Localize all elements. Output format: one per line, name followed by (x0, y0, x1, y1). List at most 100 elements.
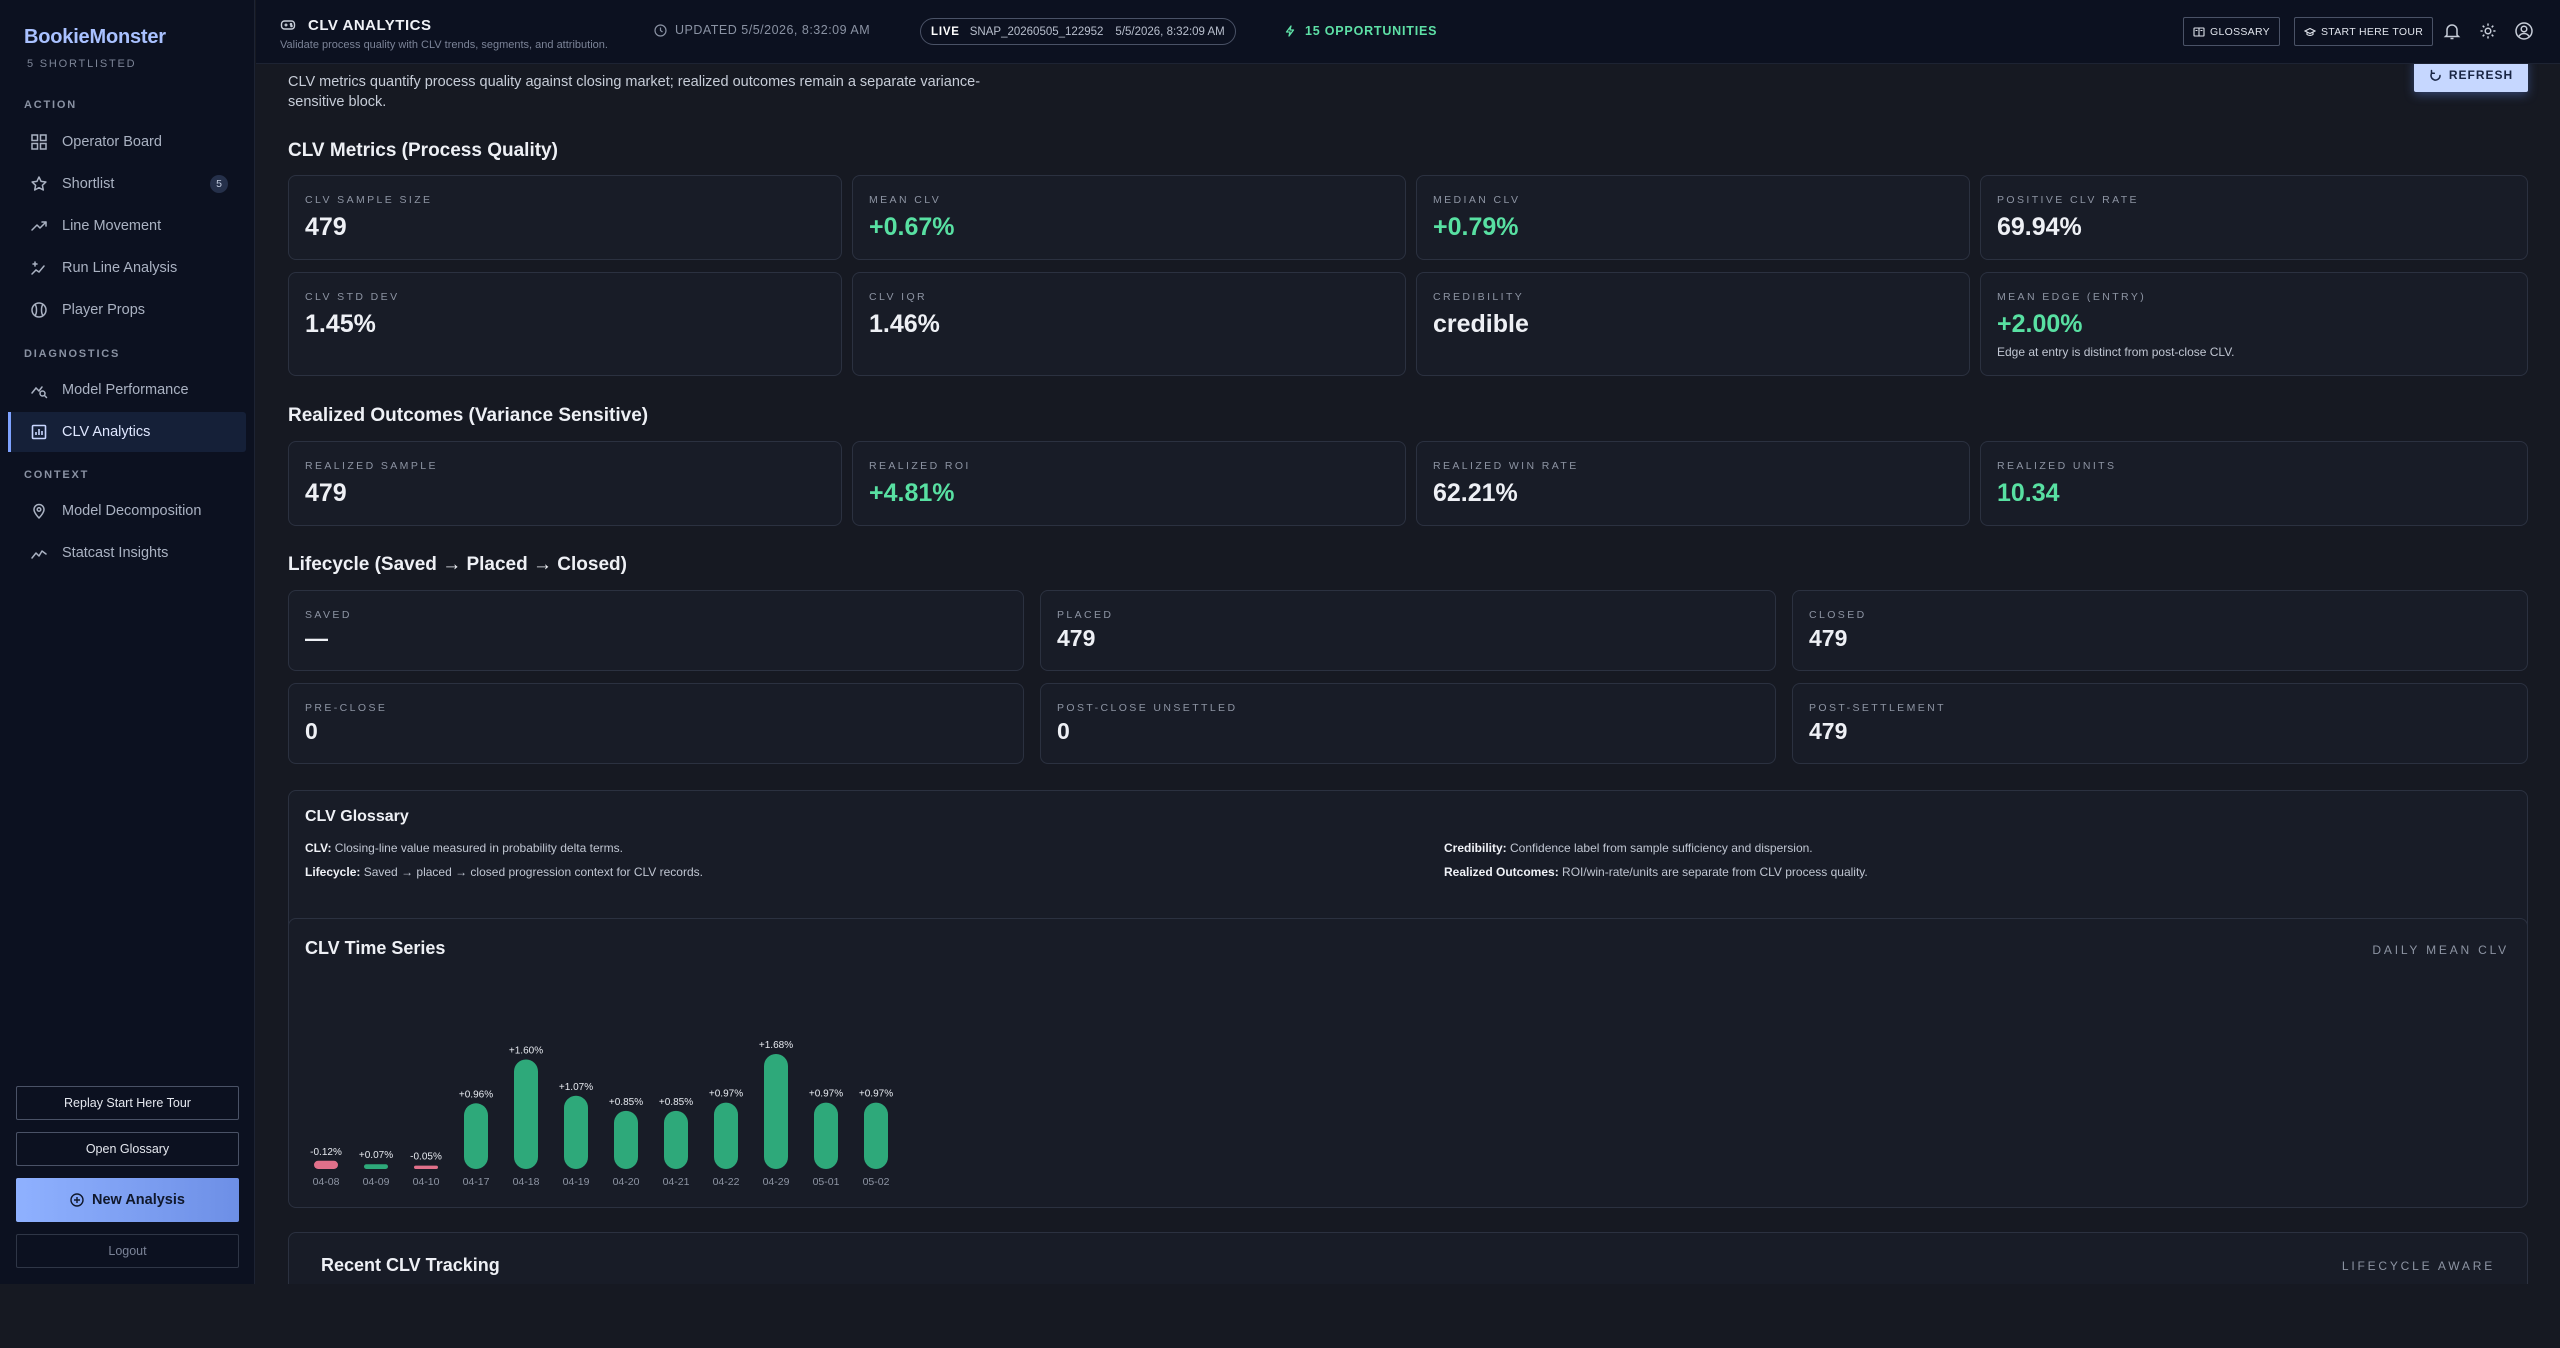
metric-label: CLV STD DEV (305, 291, 400, 303)
metric-card-std-dev: CLV STD DEV 1.45% (288, 272, 842, 376)
main-content: CLV metrics quantify process quality aga… (256, 64, 2560, 1284)
nav-item-line-movement[interactable]: Line Movement (8, 206, 246, 246)
chart-x-tick-label: 04-20 (613, 1176, 640, 1188)
glossary-item-lifecycle: Lifecycle: Saved → placed → closed progr… (305, 865, 703, 879)
nav-item-statcast-insights[interactable]: Statcast Insights (8, 533, 246, 573)
recent-subtitle: LIFECYCLE AWARE (2341, 1259, 2495, 1273)
nav-item-model-decomposition[interactable]: Model Decomposition (8, 491, 246, 531)
nav-item-run-line-analysis[interactable]: Run Line Analysis (8, 248, 246, 288)
logout-button[interactable]: Logout (16, 1234, 239, 1268)
nav-item-operator-board[interactable]: Operator Board (8, 122, 246, 162)
recent-title: Recent CLV Tracking (321, 1255, 500, 1275)
glossary-item-credibility: Credibility: Confidence label from sampl… (1444, 841, 1813, 855)
graduation-cap-icon (2304, 27, 2316, 36)
metric-card-credibility: CREDIBILITY credible (1416, 272, 1970, 376)
clv-metrics-title: CLV Metrics (Process Quality) (288, 140, 558, 161)
metric-value: 0 (305, 718, 318, 744)
lifecycle-card-pre-close: PRE-CLOSE 0 (288, 683, 1024, 764)
chart-data-label: +0.85% (659, 1097, 693, 1108)
bell-icon[interactable] (2442, 21, 2462, 41)
chart-data-label: +0.97% (709, 1089, 743, 1100)
open-glossary-button[interactable]: Open Glossary (16, 1132, 239, 1166)
live-label: LIVE (931, 25, 960, 38)
lifecycle-card-post-settlement: POST-SETTLEMENT 479 (1792, 683, 2528, 764)
nav-item-label: Model Decomposition (62, 503, 202, 519)
nav-item-label: Statcast Insights (62, 545, 169, 561)
new-analysis-button[interactable]: New Analysis (16, 1178, 239, 1222)
shortlist-badge: 5 (210, 175, 228, 193)
star-icon (31, 176, 47, 191)
chart-data-label: +1.68% (759, 1040, 793, 1051)
glossary-item-clv: CLV: Closing-line value measured in prob… (305, 841, 623, 855)
refresh-icon (2430, 69, 2441, 81)
chart-data-label: +0.97% (809, 1089, 843, 1100)
nav-section-context: CONTEXT (24, 469, 90, 481)
chart-x-tick-label: 04-08 (313, 1176, 340, 1188)
brand-logo[interactable]: BookieMonster (24, 26, 166, 48)
top-header: CLV ANALYTICS Validate process quality w… (256, 0, 2560, 64)
gear-icon[interactable] (2478, 21, 2498, 41)
chart-search-icon (31, 386, 48, 399)
glossary-title: CLV Glossary (305, 808, 409, 825)
opportunities-link[interactable]: 15 OPPORTUNITIES (1284, 24, 1437, 38)
glossary-button-label: GLOSSARY (2210, 25, 2270, 38)
glossary-term: CLV: (305, 841, 332, 855)
user-avatar-icon[interactable] (2514, 21, 2534, 41)
metric-label: MEAN CLV (869, 194, 942, 206)
chart-subtitle: DAILY MEAN CLV (2372, 943, 2509, 957)
metric-label: REALIZED UNITS (1997, 460, 2117, 472)
chart-bar (814, 1102, 838, 1169)
metric-value: 10.34 (1997, 479, 2060, 507)
nav-item-model-performance[interactable]: Model Performance (8, 370, 246, 410)
chart-x-tick-label: 05-01 (813, 1176, 840, 1188)
metric-label: MEAN EDGE (ENTRY) (1997, 291, 2147, 303)
metric-label: POSITIVE CLV RATE (1997, 194, 2139, 206)
updated-timestamp: UPDATED 5/5/2026, 8:32:09 AM (654, 23, 870, 37)
chart-bar (664, 1110, 688, 1169)
clv-time-series-card: CLV Time Series DAILY MEAN CLV -0.12% 04-… (288, 918, 2528, 1208)
glossary-term: Realized Outcomes: (1444, 865, 1559, 879)
metric-label: CLV IQR (869, 291, 928, 303)
lifecycle-card-closed: CLOSED 479 (1792, 590, 2528, 671)
metric-label: CREDIBILITY (1433, 291, 1525, 303)
metric-value: 1.45% (305, 310, 376, 338)
nav-item-label: Operator Board (62, 134, 162, 150)
chart-bar (714, 1102, 738, 1169)
nav-item-player-props[interactable]: Player Props (8, 290, 246, 330)
replay-tour-button[interactable]: Replay Start Here Tour (16, 1086, 239, 1120)
metric-value: 479 (305, 213, 347, 241)
nav-item-shortlist[interactable]: Shortlist 5 (8, 164, 246, 204)
chart-data-label: -0.12% (310, 1147, 342, 1158)
nav-item-label: CLV Analytics (62, 424, 151, 440)
start-tour-button[interactable]: START HERE TOUR (2294, 17, 2434, 46)
realized-card-units: REALIZED UNITS 10.34 (1980, 441, 2528, 526)
lifecycle-title: Lifecycle (Saved → Placed → Closed) (288, 554, 627, 575)
glossary-item-realized-outcomes: Realized Outcomes: ROI/win-rate/units ar… (1444, 865, 1868, 879)
live-snapshot-pill: LIVE SNAP_20260505_122952 5/5/2026, 8:32… (920, 18, 1236, 45)
nav-item-label: Line Movement (62, 218, 162, 234)
chart-bar (514, 1059, 538, 1169)
chart-data-label: +1.07% (559, 1082, 593, 1093)
metric-value: 479 (1809, 718, 1848, 744)
metric-card-positive-rate: POSITIVE CLV RATE 69.94% (1980, 175, 2528, 260)
metric-value: 1.46% (869, 310, 940, 338)
metric-value: — (305, 625, 328, 651)
nav-item-label: Shortlist (62, 176, 115, 192)
chart-x-tick-label: 04-19 (563, 1176, 590, 1188)
shortlisted-count: 5 SHORTLISTED (27, 58, 137, 70)
clock-icon (654, 23, 667, 37)
nav-item-clv-analytics[interactable]: CLV Analytics (8, 412, 246, 452)
metric-value: 479 (1809, 625, 1848, 651)
chart-title: CLV Time Series (305, 938, 446, 958)
nav-section-diagnostics: DIAGNOSTICS (24, 348, 121, 360)
chart-x-tick-label: 04-17 (463, 1176, 490, 1188)
metric-label: MEDIAN CLV (1433, 194, 1521, 206)
glossary-button[interactable]: GLOSSARY (2183, 17, 2280, 46)
metric-value: 0 (1057, 718, 1070, 744)
refresh-button[interactable]: REFRESH (2414, 64, 2528, 92)
chart-x-tick-label: 04-22 (713, 1176, 740, 1188)
metric-label: REALIZED ROI (869, 460, 971, 472)
nav-item-label: Player Props (62, 302, 146, 318)
page-subtitle: Validate process quality with CLV trends… (280, 39, 608, 51)
analytics-icon (31, 424, 47, 440)
